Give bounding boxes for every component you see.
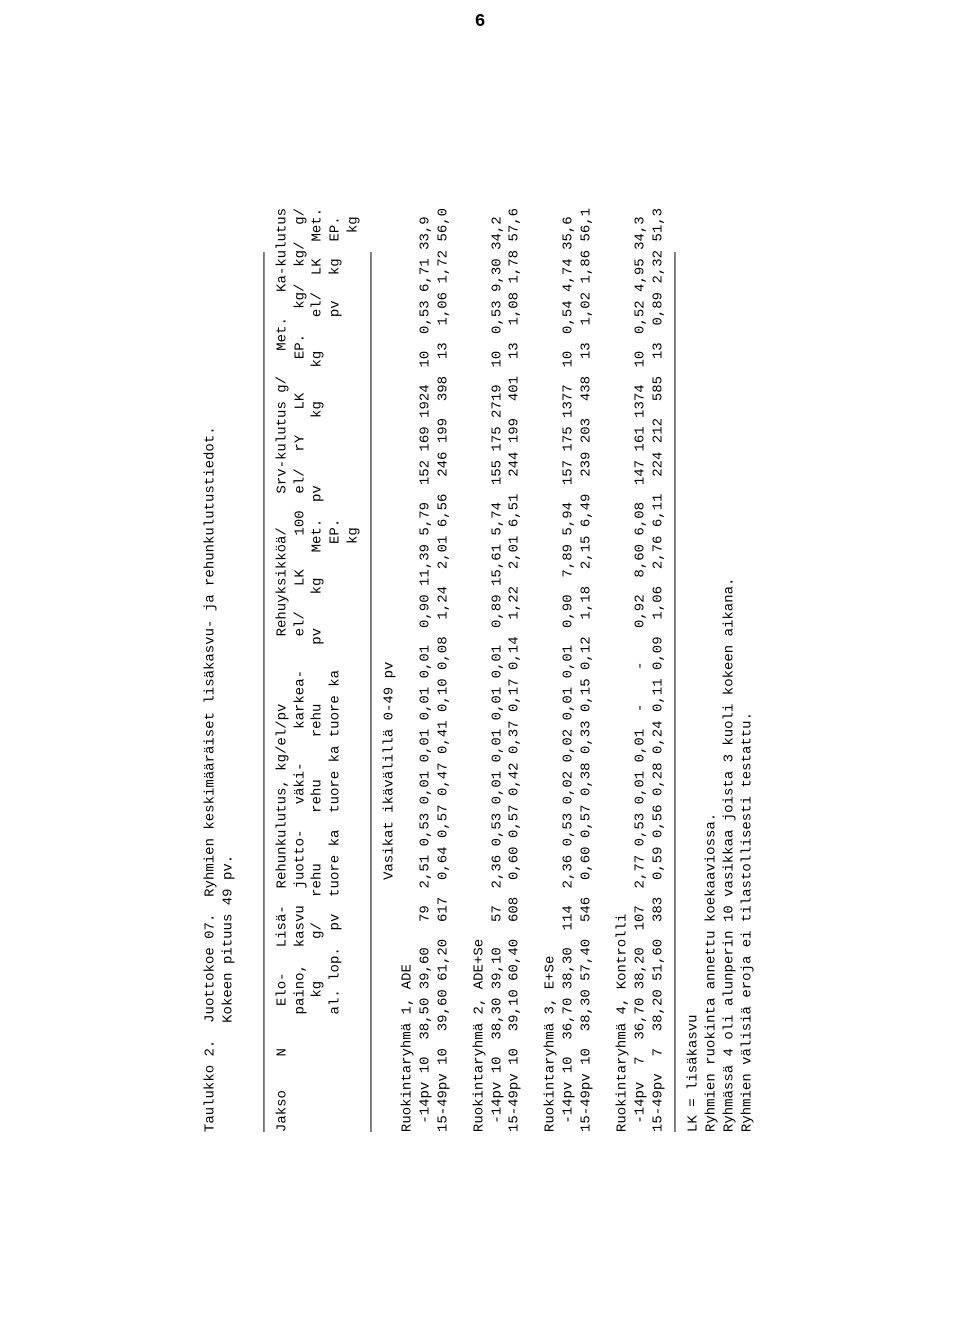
rotated-table-page: Taulukko 2. Juottokoe 07. Ryhmien keskim… — [202, 208, 757, 1132]
page-number: 6 — [0, 12, 960, 32]
